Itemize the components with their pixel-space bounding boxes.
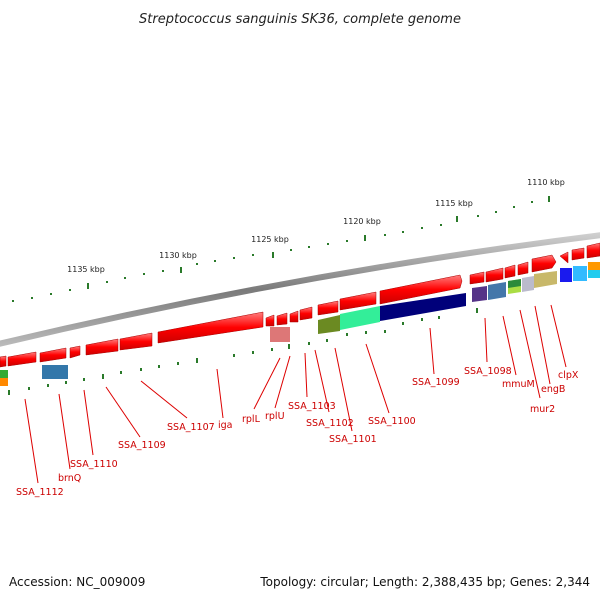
gene-arrow — [571, 247, 585, 261]
gene-label-SSA_1103: SSA_1103 — [288, 401, 336, 412]
gene-arrow — [469, 271, 485, 285]
topology-text: Topology: circular; Length: 2,388,435 bp… — [259, 575, 590, 589]
gene-arrow — [586, 242, 600, 259]
gene-arrow — [69, 345, 81, 359]
gene-arrow — [289, 310, 299, 323]
gene-arrow — [265, 314, 275, 327]
reverse-genes — [0, 262, 600, 386]
gene-label-SSA_1099: SSA_1099 — [412, 377, 460, 388]
gene-arrow — [85, 338, 119, 356]
gene-label-SSA_1100: SSA_1100 — [368, 416, 416, 427]
gene-label-mmuM: mmuM — [502, 379, 535, 390]
gene-arrow — [299, 306, 313, 321]
gene-label-clpX: clpX — [558, 370, 579, 381]
gene-label-SSA_1109: SSA_1109 — [118, 440, 166, 451]
forward-genes — [0, 242, 600, 368]
gene-arrow — [517, 261, 529, 276]
gene-label-rplL: rplL — [242, 414, 261, 425]
gene-label-iga: iga — [218, 420, 233, 431]
scale-label-1120: 1120 kbp — [343, 217, 381, 226]
gene-arrow — [0, 355, 7, 368]
gene-arrow — [339, 291, 377, 311]
scale-label-1135: 1135 kbp — [67, 265, 105, 274]
gene-label-SSA_1107: SSA_1107 — [167, 422, 215, 433]
gene-arrow — [157, 311, 264, 344]
gene-arrow — [559, 251, 569, 264]
gene-label-SSA_1112: SSA_1112 — [16, 487, 64, 498]
gene-arrow — [39, 347, 67, 363]
scale-label-1130: 1130 kbp — [159, 251, 197, 260]
scale-ticks — [12, 196, 550, 302]
accession-text: Accession: NC_009009 — [9, 575, 145, 589]
gene-arrow — [504, 264, 516, 279]
gene-label-SSA_1102: SSA_1102 — [306, 418, 354, 429]
leader-lines — [24, 304, 567, 484]
genome-backbone — [0, 232, 600, 347]
gene-label-SSA_1110: SSA_1110 — [70, 459, 118, 470]
gene-arrow — [317, 300, 339, 316]
scale-label-1125: 1125 kbp — [251, 235, 289, 244]
map-title: Streptococcus sanguinis SK36, complete g… — [139, 12, 461, 27]
gene-label-engB: engB — [541, 384, 565, 395]
scale-label-1115: 1115 kbp — [435, 199, 473, 208]
lower-markers — [8, 308, 478, 395]
gene-label-SSA_1101: SSA_1101 — [329, 434, 377, 445]
gene-arrow — [276, 312, 288, 326]
gene-label-rplU: rplU — [265, 411, 285, 422]
gene-arrow — [119, 332, 153, 351]
gene-arrow — [485, 267, 504, 283]
scale-label-1110: 1110 kbp — [527, 178, 565, 187]
gene-label-mur2: mur2 — [530, 404, 555, 415]
gene-arrow — [379, 274, 463, 305]
gene-arrow — [531, 254, 557, 273]
gene-label-brnQ: brnQ — [58, 473, 81, 484]
gene-arrow — [7, 351, 37, 367]
gene-label-SSA_1098: SSA_1098 — [464, 366, 512, 377]
